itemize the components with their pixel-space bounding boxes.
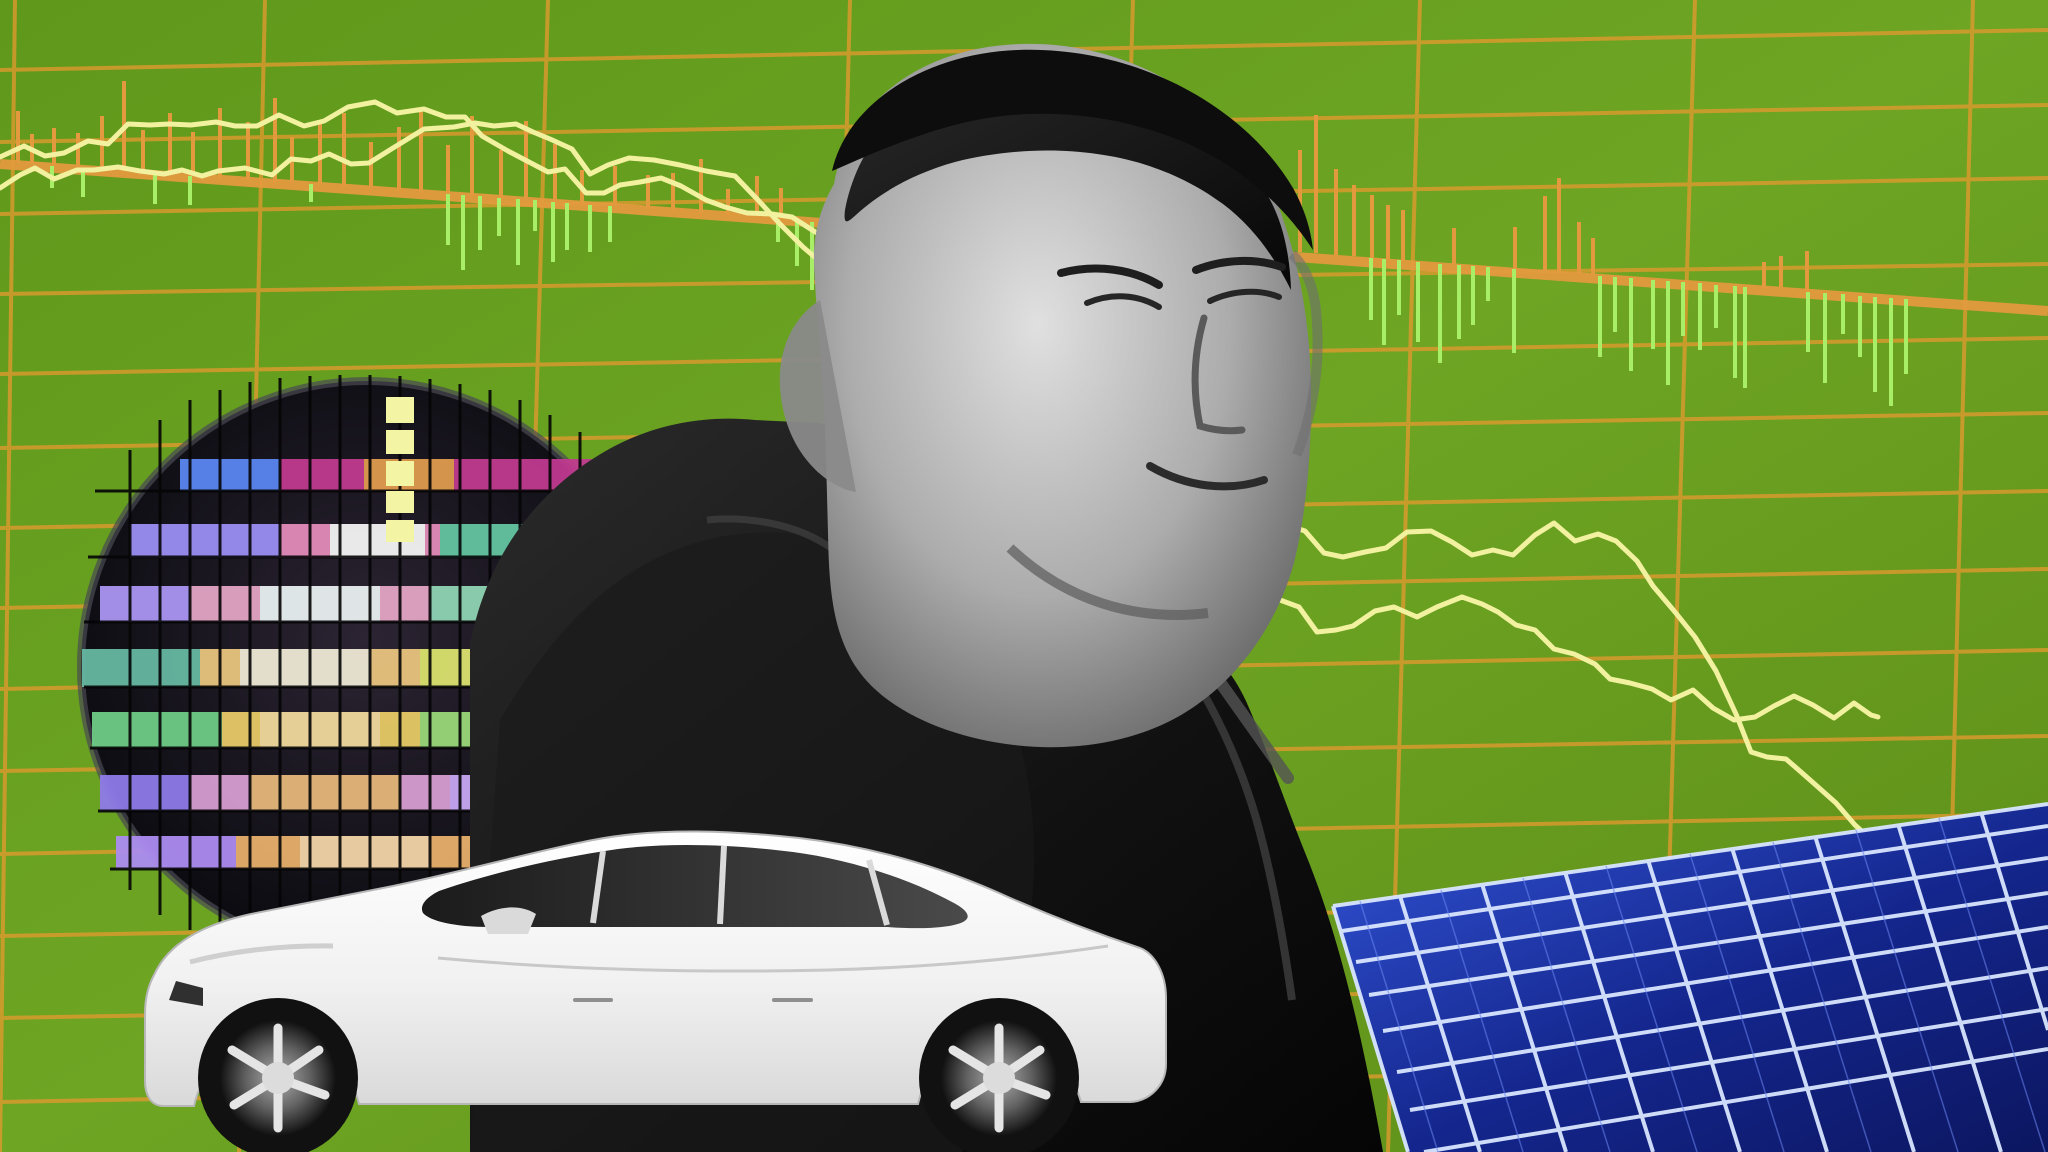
- headlight: [169, 981, 203, 1006]
- hair-top: [832, 49, 1313, 250]
- volume-bars: [0, 81, 2048, 406]
- mouth: [1146, 462, 1268, 491]
- car-windows: [421, 845, 968, 929]
- zipper: [1204, 662, 1294, 784]
- right-eye: [1207, 288, 1282, 304]
- orange-bars: [16, 81, 1809, 291]
- face: [813, 43, 1312, 748]
- window-pillar-c: [866, 859, 890, 926]
- neck-shadow: [1006, 544, 1209, 620]
- green-bars: [50, 166, 1908, 406]
- left-eye: [1084, 293, 1162, 310]
- right-eyebrow: [1192, 257, 1286, 274]
- window-pillar-a: [590, 850, 606, 924]
- grid-line-vertical: [0, 0, 17, 1152]
- cheek-shadow: [1288, 250, 1323, 457]
- jacket-fold-right: [1172, 647, 1296, 1001]
- solar-panel-array: [1331, 802, 2048, 1152]
- white-electric-car: [144, 830, 1167, 1152]
- nose: [1191, 314, 1246, 435]
- front-wheel: [198, 998, 358, 1152]
- window-pillar-b: [717, 845, 727, 925]
- rear-wheel: [919, 998, 1079, 1152]
- side-mirror: [481, 907, 536, 934]
- side-crease: [437, 944, 1109, 973]
- wafer-light-strip: [386, 397, 414, 542]
- hood-line: [189, 943, 334, 965]
- solar-panel-surface: [1333, 804, 2048, 1152]
- solar-panel-grid: [1331, 802, 2048, 1152]
- left-eyebrow: [1057, 264, 1163, 289]
- solar-panel-cells: [1359, 817, 2046, 1152]
- ear: [779, 300, 856, 492]
